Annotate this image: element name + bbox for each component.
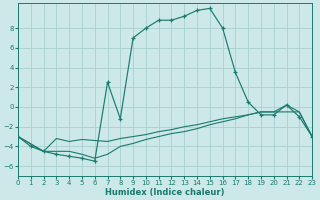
X-axis label: Humidex (Indice chaleur): Humidex (Indice chaleur): [105, 188, 225, 197]
